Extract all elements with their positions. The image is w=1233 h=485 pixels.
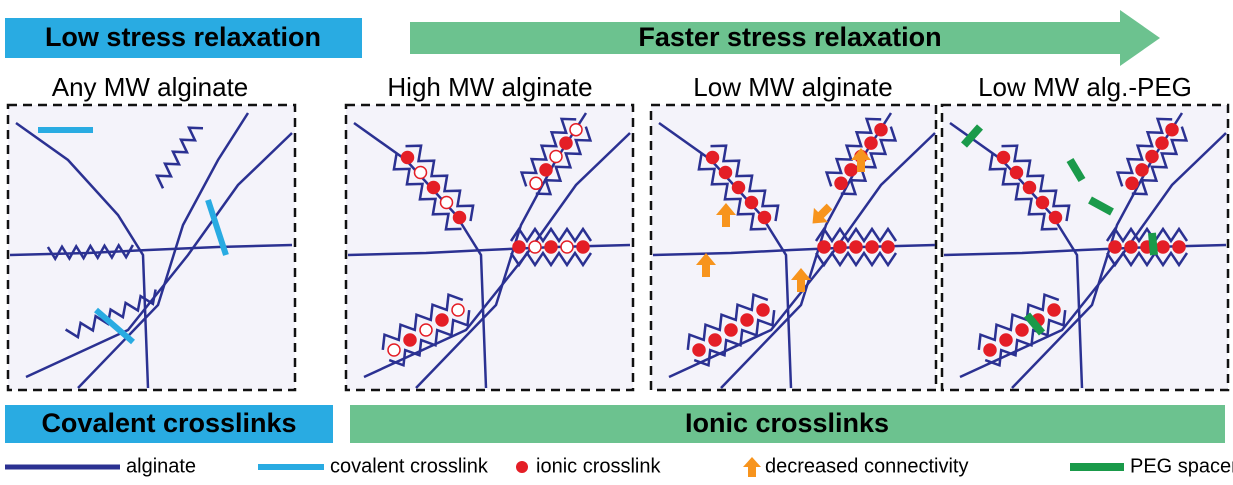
ionic-crosslink bbox=[984, 344, 996, 356]
ionic-crosslink bbox=[550, 151, 562, 163]
ionic-crosslink bbox=[1136, 164, 1148, 176]
ionic-crosslink bbox=[1126, 177, 1138, 189]
panel bbox=[8, 105, 295, 390]
ionic-crosslink bbox=[707, 152, 719, 164]
ionic-crosslink bbox=[1016, 324, 1028, 336]
ionic-crosslink bbox=[1050, 212, 1062, 224]
ionic-crosslink bbox=[720, 167, 732, 179]
ionic-crosslink bbox=[1048, 304, 1060, 316]
ionic-crosslink bbox=[415, 167, 427, 179]
ionic-crosslink bbox=[570, 124, 582, 136]
ionic-crosslink bbox=[441, 197, 453, 209]
ionic-crosslink bbox=[1166, 124, 1178, 136]
faster-relaxation-label: Faster stress relaxation bbox=[638, 22, 941, 52]
ionic-crosslink bbox=[428, 182, 440, 194]
ionic-crosslink bbox=[1011, 167, 1023, 179]
panel bbox=[651, 105, 936, 390]
ionic-crosslink bbox=[388, 344, 400, 356]
ionic-crosslink bbox=[1125, 241, 1137, 253]
legend-arrow-swatch bbox=[743, 457, 761, 477]
ionic-crosslink bbox=[1157, 241, 1169, 253]
ionic-crosslink bbox=[577, 241, 589, 253]
ionic-crosslink bbox=[561, 241, 573, 253]
ionic-crosslink bbox=[746, 197, 758, 209]
ionic-crosslink bbox=[733, 182, 745, 194]
ionic-crosslink bbox=[882, 241, 894, 253]
ionic-label: Ionic crosslinks bbox=[685, 408, 889, 438]
ionic-crosslink bbox=[725, 324, 737, 336]
ionic-crosslink bbox=[530, 177, 542, 189]
ionic-crosslink bbox=[741, 314, 753, 326]
ionic-crosslink bbox=[875, 124, 887, 136]
ionic-crosslink bbox=[560, 137, 572, 149]
peg-spacer bbox=[1152, 233, 1154, 255]
ionic-crosslink bbox=[998, 152, 1010, 164]
ionic-crosslink bbox=[436, 314, 448, 326]
ionic-crosslink bbox=[693, 344, 705, 356]
legend-label: PEG spacer bbox=[1130, 455, 1233, 477]
legend-label: decreased connectivity bbox=[765, 455, 968, 477]
ionic-crosslink bbox=[709, 334, 721, 346]
ionic-crosslink bbox=[1037, 197, 1049, 209]
panel-title: Low MW alg.-PEG bbox=[978, 72, 1192, 102]
ionic-crosslink bbox=[454, 212, 466, 224]
ionic-crosslink bbox=[540, 164, 552, 176]
panel-title: Any MW alginate bbox=[52, 72, 249, 102]
ionic-crosslink bbox=[402, 152, 414, 164]
legend-label: covalent crosslink bbox=[330, 455, 489, 477]
ionic-crosslink bbox=[759, 212, 771, 224]
ionic-crosslink bbox=[757, 304, 769, 316]
ionic-crosslink bbox=[865, 137, 877, 149]
ionic-crosslink bbox=[513, 241, 525, 253]
ionic-crosslink bbox=[529, 241, 541, 253]
panel bbox=[942, 105, 1228, 390]
ionic-crosslink bbox=[452, 304, 464, 316]
ionic-crosslink bbox=[835, 177, 847, 189]
panel bbox=[346, 105, 633, 390]
ionic-crosslink bbox=[1173, 241, 1185, 253]
ionic-crosslink bbox=[1156, 137, 1168, 149]
ionic-crosslink bbox=[818, 241, 830, 253]
panel-title: High MW alginate bbox=[387, 72, 592, 102]
ionic-crosslink bbox=[420, 324, 432, 336]
ionic-crosslink bbox=[866, 241, 878, 253]
figure: Low stress relaxation Faster stress rela… bbox=[0, 0, 1233, 485]
covalent-label: Covalent crosslinks bbox=[41, 408, 296, 438]
legend-label: alginate bbox=[126, 455, 196, 477]
panel-title: Low MW alginate bbox=[693, 72, 892, 102]
legend-label: ionic crosslink bbox=[536, 455, 661, 477]
ionic-crosslink bbox=[850, 241, 862, 253]
ionic-crosslink bbox=[834, 241, 846, 253]
ionic-crosslink bbox=[545, 241, 557, 253]
low-relaxation-label: Low stress relaxation bbox=[45, 22, 321, 52]
ionic-crosslink bbox=[1146, 151, 1158, 163]
ionic-crosslink bbox=[1109, 241, 1121, 253]
ionic-crosslink bbox=[1024, 182, 1036, 194]
ionic-crosslink bbox=[1000, 334, 1012, 346]
legend-ionic-swatch bbox=[516, 461, 528, 473]
ionic-crosslink bbox=[845, 164, 857, 176]
ionic-crosslink bbox=[404, 334, 416, 346]
